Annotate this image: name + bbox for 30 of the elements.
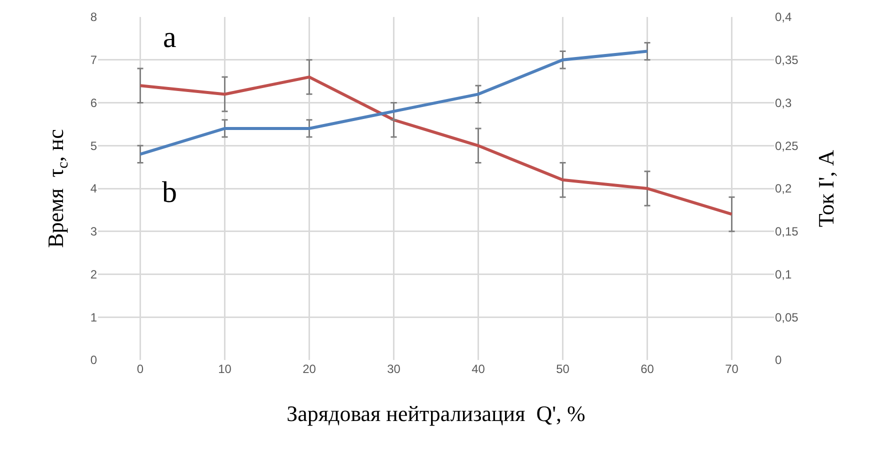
y-tick-label: 6 bbox=[90, 96, 98, 110]
y2-tick-label: 0,05 bbox=[775, 310, 799, 324]
x-tick-label: 0 bbox=[136, 362, 144, 376]
y2-tick-label: 0,15 bbox=[775, 224, 799, 239]
x-tick-label: 20 bbox=[302, 362, 316, 376]
y2-tick-label: 0,25 bbox=[775, 138, 799, 153]
x-tick-label: 60 bbox=[640, 362, 654, 376]
y-tick-label: 4 bbox=[90, 182, 98, 196]
y-tick-label: 2 bbox=[90, 267, 98, 282]
y2-tick-label: 0,4 bbox=[775, 10, 792, 24]
y-tick-label: 7 bbox=[90, 53, 98, 68]
y-tick-label: 3 bbox=[90, 224, 98, 239]
line-series bbox=[138, 50, 649, 156]
series-label: b bbox=[162, 176, 177, 209]
y-tick-label: 1 bbox=[90, 310, 98, 324]
y-tick-label: 8 bbox=[90, 10, 98, 24]
x-tick-label: 10 bbox=[218, 362, 232, 376]
x-axis-title: Зарядовая нейтрализация Q', % bbox=[286, 400, 586, 426]
x-tick-label: 50 bbox=[556, 362, 570, 376]
series-label: a bbox=[163, 21, 176, 54]
x-tick-label: 30 bbox=[387, 362, 401, 376]
line-series bbox=[138, 76, 734, 216]
y2-tick-label: 0,35 bbox=[775, 53, 799, 68]
y2-tick-label: 0,1 bbox=[775, 267, 792, 282]
x-tick-label: 40 bbox=[472, 362, 486, 376]
y2-tick-label: 0,3 bbox=[775, 96, 792, 110]
y-tick-label: 5 bbox=[90, 138, 98, 153]
y2-tick-label: 0,2 bbox=[775, 182, 792, 196]
x-tick-label: 70 bbox=[725, 362, 739, 376]
y2-axis-title: Ток I', А bbox=[814, 150, 839, 228]
